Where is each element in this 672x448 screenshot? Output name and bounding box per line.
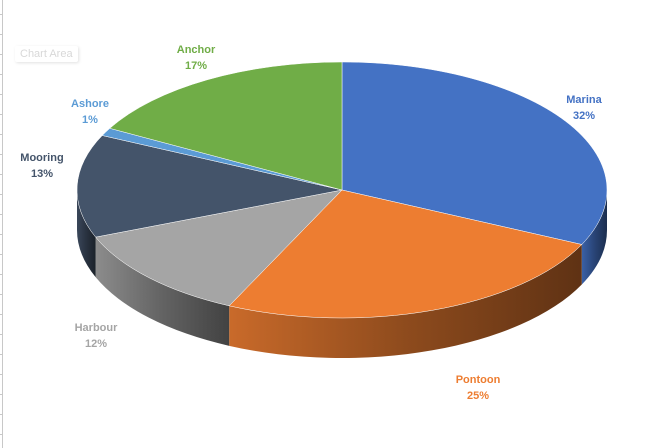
pie-slice-marina[interactable] xyxy=(341,61,608,245)
percent-value: 13% xyxy=(30,168,54,180)
row-tick xyxy=(0,354,3,355)
percent-value: 17% xyxy=(184,60,208,72)
row-tick xyxy=(0,74,3,75)
pie-slice-mooring[interactable] xyxy=(76,135,343,238)
pie-side-marina[interactable] xyxy=(581,190,607,285)
pie-side-pontoon[interactable] xyxy=(229,244,582,358)
data-label-mooring[interactable]: Mooring 13% xyxy=(20,150,63,182)
row-tick xyxy=(0,34,3,35)
row-tick xyxy=(0,134,3,135)
category-name: Harbour xyxy=(74,322,118,334)
pie-slice-pontoon[interactable] xyxy=(228,189,583,319)
category-name: Pontoon xyxy=(455,374,501,386)
pie-slice-anchor[interactable] xyxy=(109,61,343,191)
row-tick xyxy=(0,14,3,15)
row-tick xyxy=(0,174,3,175)
chart-area-tooltip: Chart Area xyxy=(15,46,78,62)
data-label-anchor[interactable]: Anchor 17% xyxy=(177,42,216,74)
row-tick xyxy=(0,294,3,295)
category-name: Marina xyxy=(566,94,602,106)
pie-slice-harbour[interactable] xyxy=(95,189,343,307)
row-tick xyxy=(0,274,3,275)
data-label-pontoon[interactable]: Pontoon 25% xyxy=(456,372,501,404)
category-name: Anchor xyxy=(176,44,216,56)
category-name: Mooring xyxy=(20,152,64,164)
row-tick xyxy=(0,374,3,375)
data-label-ashore[interactable]: Ashore 1% xyxy=(71,96,109,128)
row-tick xyxy=(0,114,3,115)
data-label-marina[interactable]: Marina 32% xyxy=(566,92,601,124)
percent-value: 1% xyxy=(82,114,98,126)
row-tick xyxy=(0,414,3,415)
row-tick xyxy=(0,234,3,235)
row-tick xyxy=(0,154,3,155)
row-tick xyxy=(0,434,3,435)
row-tick xyxy=(0,194,3,195)
row-tick xyxy=(0,54,3,55)
row-tick xyxy=(0,334,3,335)
row-tick xyxy=(0,314,3,315)
row-tick xyxy=(0,394,3,395)
pie-side-mooring[interactable] xyxy=(77,190,96,278)
pie-side-harbour[interactable] xyxy=(95,237,230,346)
data-label-harbour[interactable]: Harbour 12% xyxy=(75,320,118,352)
percent-value: 25% xyxy=(466,390,490,402)
row-tick xyxy=(0,214,3,215)
row-tick xyxy=(0,254,3,255)
row-tick xyxy=(0,94,3,95)
category-name: Ashore xyxy=(71,98,109,110)
percent-value: 12% xyxy=(84,338,108,350)
sheet-row-border xyxy=(2,0,3,448)
percent-value: 32% xyxy=(572,110,596,122)
